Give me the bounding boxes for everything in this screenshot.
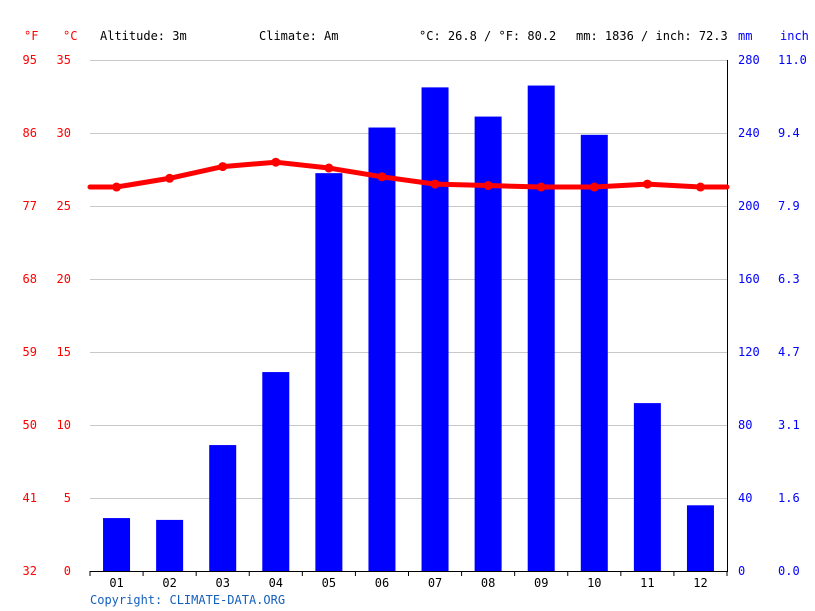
precipitation-bar <box>315 173 343 571</box>
y-tick-fahrenheit: 41 <box>23 491 37 505</box>
temperature-line <box>87 157 730 192</box>
precipitation-bar <box>421 87 449 571</box>
precipitation-bar <box>103 518 131 571</box>
unit-mm-label: mm <box>738 29 752 43</box>
precipitation-bar <box>474 116 502 571</box>
temperature-point <box>483 181 493 191</box>
y-tick-fahrenheit: 50 <box>23 418 37 432</box>
x-tick-month: 09 <box>534 576 548 590</box>
y-tick-celsius: 10 <box>57 418 71 432</box>
y-tick-inch: 0.0 <box>778 564 800 578</box>
temperature-point <box>695 182 705 192</box>
precipitation-bar <box>633 403 661 571</box>
y-tick-fahrenheit: 95 <box>23 53 37 67</box>
temperature-summary: °C: 26.8 / °F: 80.2 <box>419 29 556 43</box>
temperature-point <box>112 182 122 192</box>
precipitation-bar <box>580 134 608 571</box>
precipitation-bar <box>209 445 237 571</box>
temperature-point <box>218 162 228 172</box>
y-tick-inch: 4.7 <box>778 345 800 359</box>
y-tick-fahrenheit: 77 <box>23 199 37 213</box>
temperature-point <box>271 157 281 167</box>
precipitation-summary: mm: 1836 / inch: 72.3 <box>576 29 728 43</box>
y-tick-celsius: 0 <box>64 564 71 578</box>
copyright-link[interactable]: Copyright: CLIMATE-DATA.ORG <box>90 593 285 607</box>
precipitation-bars <box>103 85 714 572</box>
y-tick-celsius: 15 <box>57 345 71 359</box>
y-tick-inch: 6.3 <box>778 272 800 286</box>
x-tick-month: 02 <box>162 576 176 590</box>
altitude-label: Altitude: 3m <box>100 29 187 43</box>
y-tick-inch: 11.0 <box>778 53 807 67</box>
y-tick-mm: 40 <box>738 491 752 505</box>
temperature-point <box>377 172 387 182</box>
y-tick-inch: 9.4 <box>778 126 800 140</box>
precipitation-bar <box>156 519 184 571</box>
precipitation-bar <box>262 372 290 571</box>
y-tick-mm: 120 <box>738 345 760 359</box>
temperature-point <box>589 182 599 192</box>
y-tick-celsius: 20 <box>57 272 71 286</box>
y-tick-mm: 280 <box>738 53 760 67</box>
y-tick-inch: 1.6 <box>778 491 800 505</box>
x-tick-month: 05 <box>322 576 336 590</box>
y-tick-fahrenheit: 68 <box>23 272 37 286</box>
x-tick-month: 04 <box>269 576 283 590</box>
y-tick-mm: 240 <box>738 126 760 140</box>
precipitation-bar <box>368 127 396 572</box>
y-tick-celsius: 30 <box>57 126 71 140</box>
unit-celsius-label: °C <box>63 29 77 43</box>
y-tick-fahrenheit: 32 <box>23 564 37 578</box>
y-tick-mm: 80 <box>738 418 752 432</box>
y-tick-celsius: 25 <box>57 199 71 213</box>
x-tick-month: 01 <box>109 576 123 590</box>
x-tick-month: 10 <box>587 576 601 590</box>
y-tick-inch: 3.1 <box>778 418 800 432</box>
climate-label: Climate: Am <box>259 29 338 43</box>
temperature-point <box>324 163 334 173</box>
temperature-series-line <box>87 159 730 190</box>
x-tick-month: 11 <box>640 576 654 590</box>
x-tick-month: 03 <box>215 576 229 590</box>
y-tick-celsius: 35 <box>57 53 71 67</box>
y-tick-fahrenheit: 86 <box>23 126 37 140</box>
x-tick-month: 12 <box>693 576 707 590</box>
axis-tick-labels: 32 0 0 0.0 41 5 40 1.6 50 10 80 3.1 59 15 120 4.7 68 20 16… <box>23 53 807 590</box>
temperature-point <box>642 179 652 189</box>
unit-fahrenheit-label: °F <box>24 29 38 43</box>
temperature-point <box>536 182 546 192</box>
y-tick-inch: 7.9 <box>778 199 800 213</box>
y-tick-mm: 200 <box>738 199 760 213</box>
grid-lines <box>90 60 727 499</box>
x-tick-month: 07 <box>428 576 442 590</box>
precipitation-bar <box>686 505 714 571</box>
y-tick-mm: 0 <box>738 564 745 578</box>
precipitation-bar <box>527 85 555 572</box>
temperature-point <box>165 173 175 183</box>
y-tick-celsius: 5 <box>64 491 71 505</box>
x-tick-month: 08 <box>481 576 495 590</box>
axes <box>89 60 728 576</box>
temperature-point <box>430 179 440 189</box>
y-tick-fahrenheit: 59 <box>23 345 37 359</box>
unit-inch-label: inch <box>780 29 809 43</box>
y-tick-mm: 160 <box>738 272 760 286</box>
x-tick-month: 06 <box>375 576 389 590</box>
